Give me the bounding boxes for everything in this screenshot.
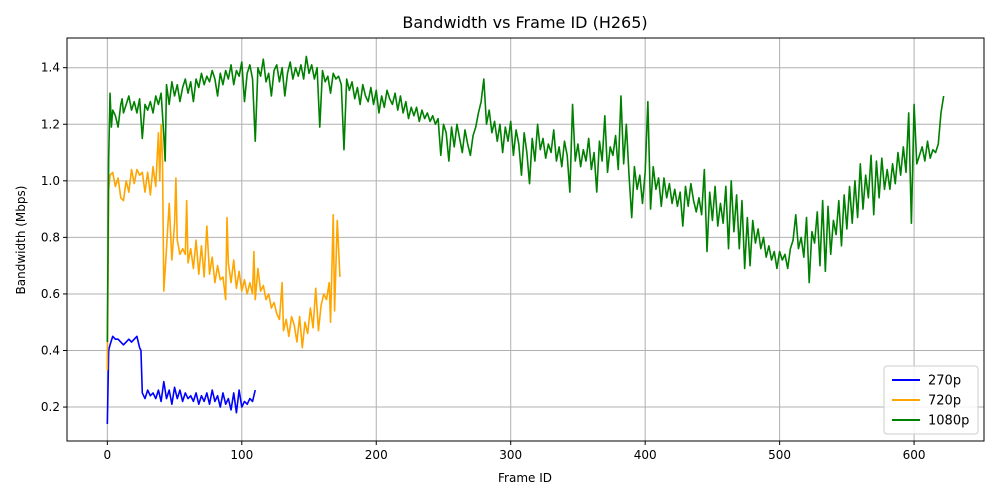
legend-box <box>883 365 979 435</box>
legend-label-1080p: 1080p <box>928 414 969 429</box>
legend-label-270p: 270p <box>928 374 961 389</box>
y-axis-title: Bandwidth (Mbps) <box>14 186 28 295</box>
y-tick-label: 0.8 <box>41 230 60 244</box>
series-line-720p <box>106 123 341 371</box>
x-axis-title: Frame ID <box>498 471 552 485</box>
x-tick-label: 200 <box>365 448 388 462</box>
y-tick-label: 1.2 <box>41 117 60 131</box>
y-tick-label: 0.6 <box>41 287 60 301</box>
x-tick-label: 500 <box>768 448 791 462</box>
chart-title: Bandwidth vs Frame ID (H265) <box>402 13 647 32</box>
x-tick-label: 300 <box>499 448 522 462</box>
legend-label-720p: 720p <box>928 394 961 409</box>
x-tick-label: 400 <box>634 448 657 462</box>
series-line-1080p <box>106 55 945 343</box>
ticks: 0 100 200 300 400 500 600 0.2 0.4 0.6 0.8 1.0 1.2 1.4 <box>41 61 926 462</box>
y-tick-label: 1.0 <box>41 174 60 188</box>
y-tick-label: 0.4 <box>41 344 60 358</box>
legend: 270p 720p 1080p <box>883 365 979 435</box>
series-line-270p <box>106 335 257 425</box>
x-tick-label: 0 <box>104 448 112 462</box>
y-tick-label: 1.4 <box>41 61 60 75</box>
y-tick-label: 0.2 <box>41 400 60 414</box>
grid <box>67 38 984 441</box>
plot-frame <box>66 37 985 442</box>
series-lines <box>106 55 945 425</box>
x-tick-label: 100 <box>230 448 253 462</box>
x-tick-label: 600 <box>903 448 926 462</box>
